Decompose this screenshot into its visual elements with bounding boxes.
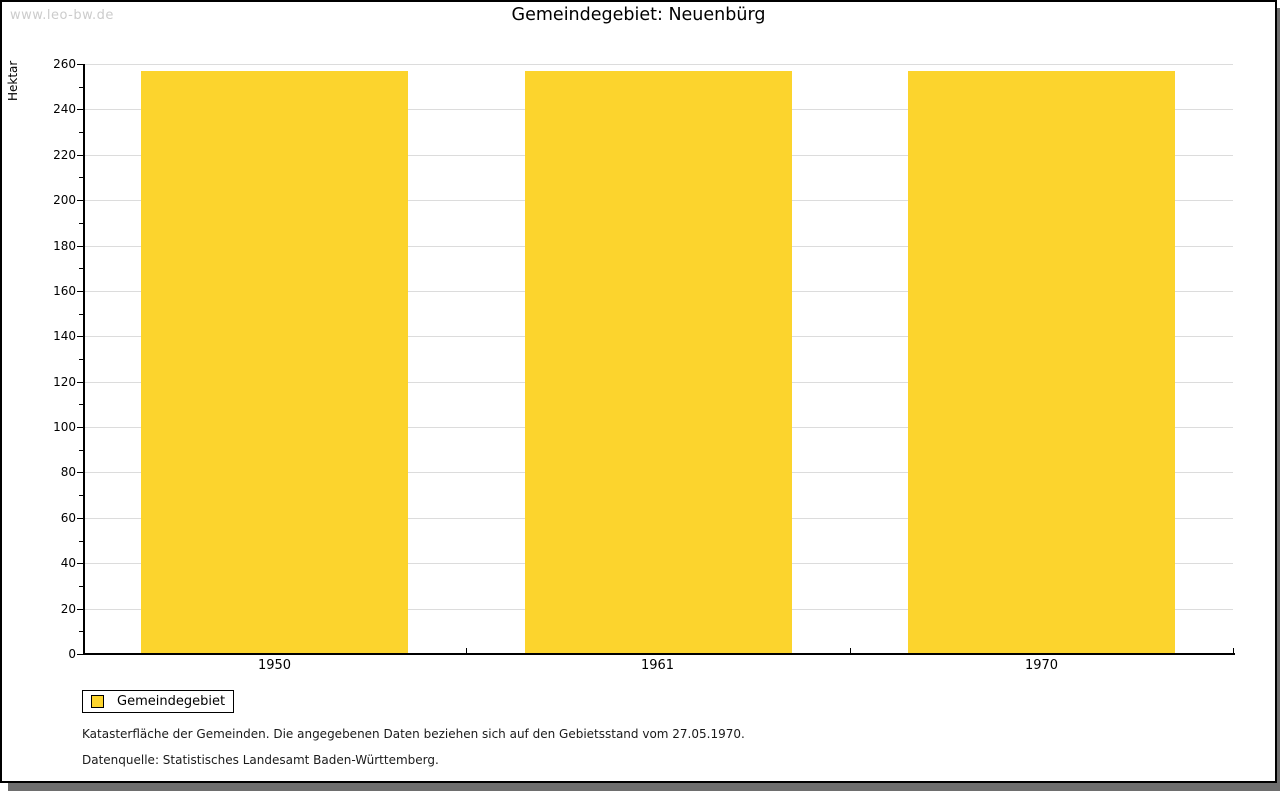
y-axis-major-tick: [77, 109, 83, 110]
x-axis-line: [83, 653, 1235, 655]
y-axis-minor-tick: [79, 541, 83, 542]
y-axis-major-tick: [77, 246, 83, 247]
y-axis-major-tick: [77, 382, 83, 383]
gridline: [85, 64, 1233, 65]
y-axis-tick-label: 20: [60, 602, 76, 616]
legend-label: Gemeindegebiet: [117, 694, 226, 709]
y-axis-tick-label: 120: [53, 375, 76, 389]
y-axis-major-tick: [77, 155, 83, 156]
y-axis-tick-label: 40: [60, 556, 76, 570]
footnote-source-description: Katasterfläche der Gemeinden. Die angege…: [82, 727, 745, 741]
y-axis-tick-label: 220: [53, 148, 76, 162]
bar: [141, 71, 408, 654]
x-axis-boundary-tick: [466, 648, 467, 653]
y-axis-major-tick: [77, 200, 83, 201]
y-axis-tick-label: 80: [60, 465, 76, 479]
y-axis-label: Hektar: [6, 60, 20, 101]
y-axis-line: [83, 64, 85, 654]
y-axis-major-tick: [77, 609, 83, 610]
y-axis-minor-tick: [79, 404, 83, 405]
y-axis-minor-tick: [79, 495, 83, 496]
y-axis-tick-label: 160: [53, 284, 76, 298]
y-axis-major-tick: [77, 336, 83, 337]
x-axis-category-label: 1970: [1024, 658, 1059, 673]
y-axis-minor-tick: [79, 177, 83, 178]
bar: [525, 71, 792, 654]
y-axis-tick-label: 60: [60, 511, 76, 525]
footnote-data-source: Datenquelle: Statistisches Landesamt Bad…: [82, 753, 439, 767]
y-axis-tick-label: 200: [53, 193, 76, 207]
watermark: www.leo-bw.de: [10, 8, 114, 23]
y-axis-tick-label: 140: [53, 329, 76, 343]
y-axis-minor-tick: [79, 132, 83, 133]
y-axis-tick-label: 180: [53, 239, 76, 253]
y-axis-tick-label: 240: [53, 102, 76, 116]
legend: Gemeindegebiet: [82, 690, 234, 713]
chart-title: Gemeindegebiet: Neuenbürg: [511, 5, 766, 25]
bar: [908, 71, 1175, 654]
y-axis-major-tick: [77, 563, 83, 564]
y-axis-minor-tick: [79, 450, 83, 451]
y-axis-minor-tick: [79, 631, 83, 632]
x-axis-boundary-tick: [850, 648, 851, 653]
legend-color-swatch: [91, 695, 104, 708]
y-axis-major-tick: [77, 291, 83, 292]
y-axis-minor-tick: [79, 268, 83, 269]
x-axis-boundary-tick: [1233, 648, 1234, 653]
y-axis-tick-label: 0: [68, 647, 76, 661]
y-axis-major-tick: [77, 64, 83, 65]
y-axis-minor-tick: [79, 359, 83, 360]
x-axis-category-label: 1961: [640, 658, 675, 673]
y-axis-minor-tick: [79, 87, 83, 88]
y-axis-major-tick: [77, 427, 83, 428]
y-axis-tick-label: 100: [53, 420, 76, 434]
y-axis-tick-label: 260: [53, 57, 76, 71]
y-axis-minor-tick: [79, 223, 83, 224]
y-axis-major-tick: [77, 654, 83, 655]
y-axis-minor-tick: [79, 314, 83, 315]
x-axis-category-label: 1950: [257, 658, 292, 673]
y-axis-major-tick: [77, 518, 83, 519]
y-axis-minor-tick: [79, 586, 83, 587]
y-axis-major-tick: [77, 472, 83, 473]
